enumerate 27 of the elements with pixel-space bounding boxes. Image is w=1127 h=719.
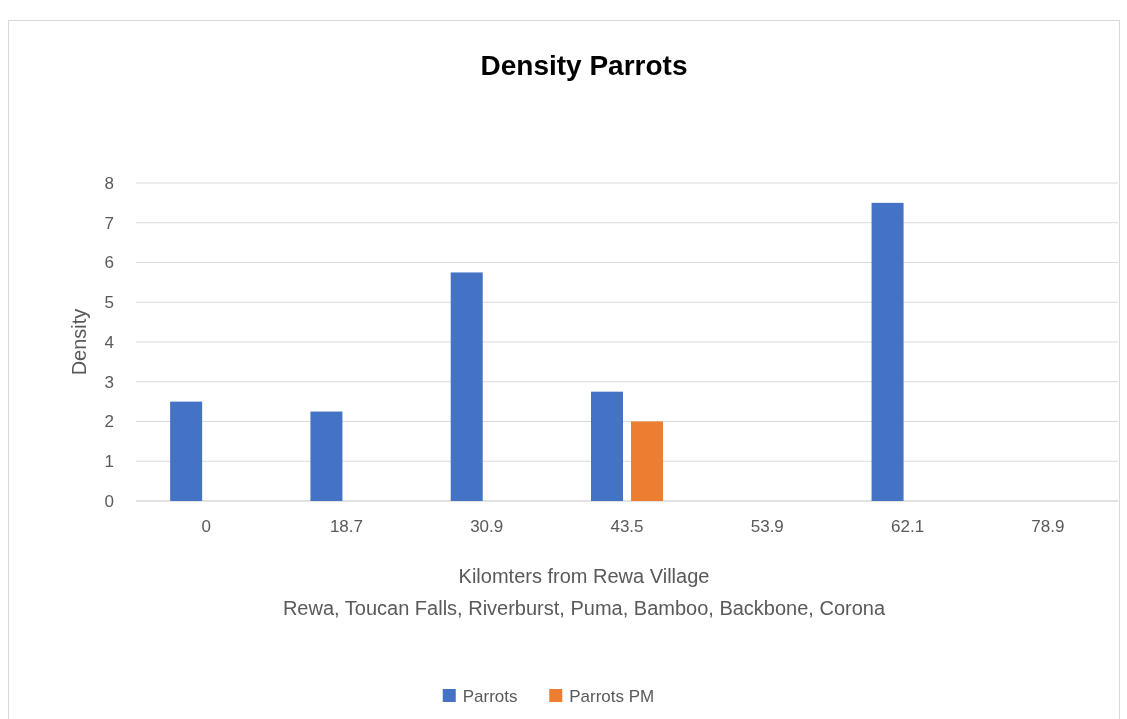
y-tick-label: 0 bbox=[104, 491, 114, 511]
x-tick-label: 0 bbox=[201, 517, 211, 536]
x-tick-label: 78.9 bbox=[1031, 517, 1065, 536]
legend-label: Parrots PM bbox=[569, 686, 655, 706]
x-tick-label: 62.1 bbox=[891, 517, 925, 536]
y-tick-label: 1 bbox=[104, 452, 114, 472]
x-tick-label: 53.9 bbox=[750, 517, 784, 536]
bar bbox=[310, 411, 343, 501]
y-tick-label: 4 bbox=[104, 332, 114, 352]
x-tick-label: 18.7 bbox=[329, 517, 363, 536]
y-tick-label: 3 bbox=[104, 372, 114, 392]
chart-title: Density Parrots bbox=[480, 50, 688, 81]
bar bbox=[450, 272, 483, 501]
y-tick-label: 7 bbox=[104, 213, 114, 233]
y-axis-title: Density bbox=[68, 308, 90, 376]
bar bbox=[871, 202, 904, 501]
bar bbox=[631, 421, 663, 501]
y-tick-label: 8 bbox=[104, 173, 114, 193]
bar bbox=[591, 391, 623, 501]
y-tick-label: 5 bbox=[104, 293, 114, 313]
bar bbox=[170, 401, 203, 501]
x-tick-label: 30.9 bbox=[470, 517, 504, 536]
y-tick-label: 2 bbox=[104, 412, 114, 432]
y-tick-label: 6 bbox=[104, 253, 114, 273]
legend-label: Parrots bbox=[462, 686, 518, 706]
x-axis-title: Kilomters from Rewa Village Rewa, Toucan Falls, Riverburst, Puma, Bamboo, Backbone, Corona bbox=[282, 565, 886, 619]
x-tick-label: 43.5 bbox=[610, 517, 644, 536]
